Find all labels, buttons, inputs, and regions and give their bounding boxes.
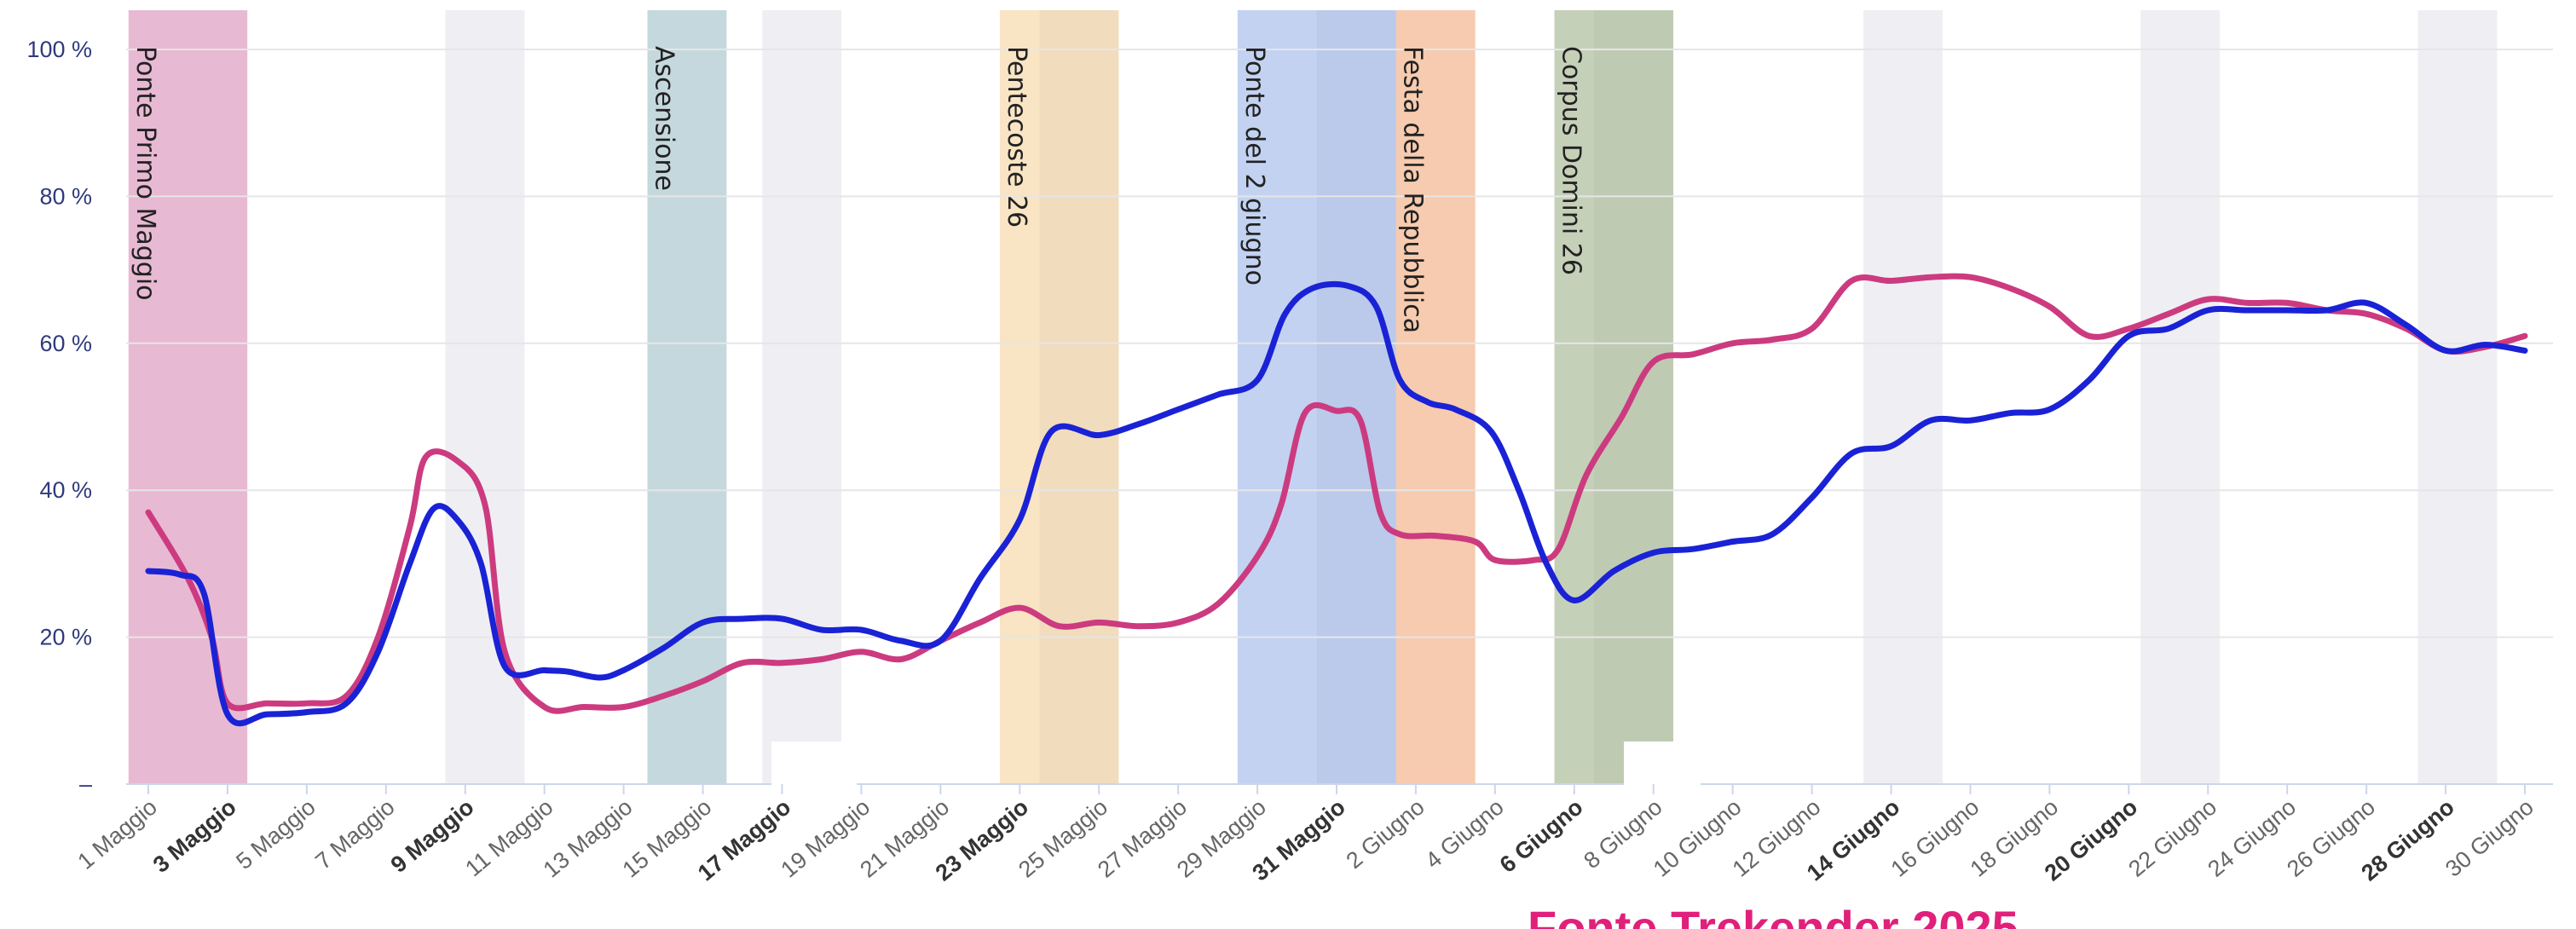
y-tick-label: 60 % (39, 331, 92, 356)
holiday-band (1554, 10, 1673, 784)
y-tick-label: 80 % (39, 183, 92, 209)
x-tick-label: 3 Maggio (148, 794, 241, 878)
date-bands (128, 10, 2498, 784)
y-tick-label: 40 % (39, 477, 92, 503)
horizontal-gridlines (126, 49, 2553, 785)
weekend-band (2417, 10, 2498, 784)
x-tick-label: 16 Giugno (1886, 794, 1984, 882)
mask-block (771, 741, 857, 788)
holiday-band (1395, 10, 1476, 784)
weekend-band (1863, 10, 1943, 784)
holiday-band-label: Ponte del 2 giugno (1239, 46, 1269, 286)
x-tick-label: 22 Giugno (2123, 794, 2221, 882)
weekend-band (762, 10, 842, 784)
holiday-band-label: Festa della Repubblica (1398, 46, 1428, 333)
holiday-band (128, 10, 248, 784)
holiday-band (1000, 10, 1119, 784)
x-tick-label: 7 Maggio (310, 794, 399, 874)
holiday-band-label: Ponte Primo Maggio (130, 46, 160, 301)
x-tick-label: 5 Maggio (231, 794, 320, 874)
y-tick-label: 20 % (39, 625, 92, 650)
x-tick-label: 30 Giugno (2440, 794, 2538, 882)
weekend-band (2140, 10, 2221, 784)
weekend-band (445, 10, 525, 784)
y-tick-label: – (79, 771, 92, 797)
holiday-band-label: Corpus Domini 26 (1557, 46, 1586, 275)
holiday-band-label: Pentecoste 26 (1002, 46, 1031, 228)
source-caption: Fonte Trekender 2025 (1528, 901, 2019, 929)
holiday-band-labels: Ponte Primo Maggio Ascensione Pentecoste 2… (130, 46, 1586, 333)
y-tick-label: 100 % (26, 37, 92, 62)
x-tick-label: 6 Giugno (1495, 794, 1588, 878)
x-tick-label: 4 Giugno (1420, 794, 1508, 874)
holiday-band (1237, 10, 1396, 784)
holiday-band (647, 10, 727, 784)
series-line-pink (145, 273, 2528, 714)
x-tick-label: 10 Giugno (1649, 794, 1747, 882)
y-axis: – 20 % 40 % 60 % 80 % 100 % (26, 37, 92, 797)
x-tick-label: 2 Giugno (1342, 794, 1430, 874)
axis-label-masks (771, 741, 1701, 788)
holiday-band-label: Ascensione (649, 46, 679, 191)
series-line-blue (145, 280, 2528, 727)
x-tick-label: 1 Maggio (72, 794, 161, 874)
x-tick-label: 24 Giugno (2203, 794, 2301, 882)
mask-block (1624, 741, 1701, 788)
series-lines (145, 273, 2528, 727)
